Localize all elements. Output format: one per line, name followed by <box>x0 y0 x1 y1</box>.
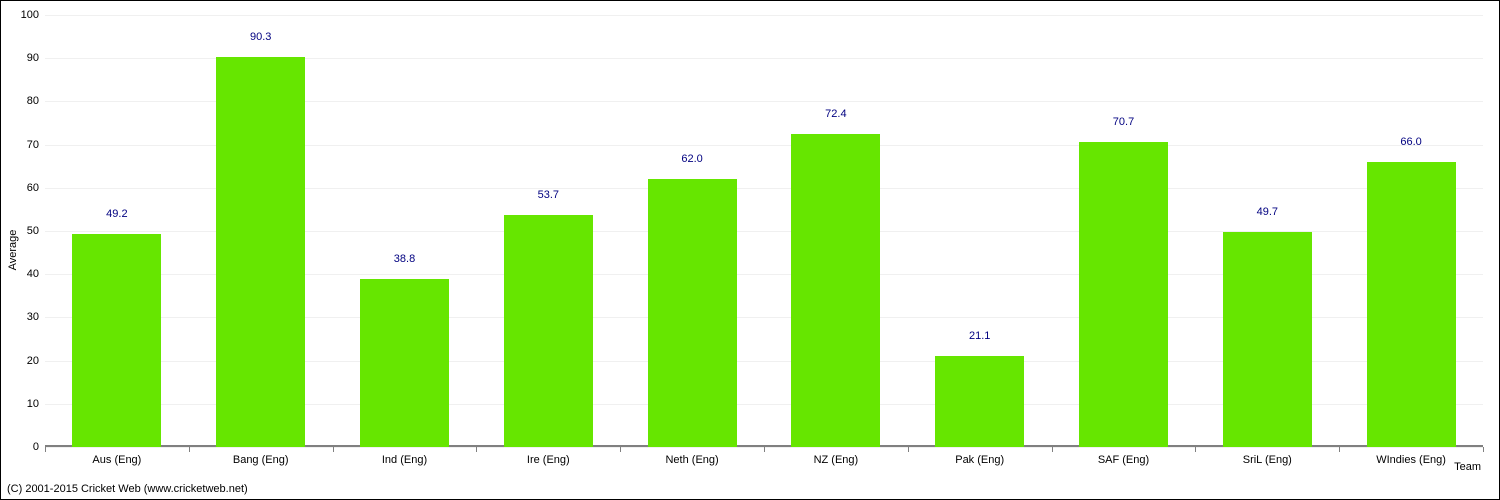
bar-value-label: 38.8 <box>394 253 415 265</box>
plot-area: 010203040506070809010049.2Aus (Eng)90.3B… <box>45 15 1483 447</box>
y-tick-label: 30 <box>27 311 39 323</box>
y-tick-label: 50 <box>27 225 39 237</box>
chart-frame: 0 10 20 30 40 50 60 70 80 90 100 49.2 Aus (Eng) 90.3 B… <box>0 0 1500 500</box>
y-axis-title: Average <box>7 230 19 271</box>
bar-value-label: 90.3 <box>250 31 271 43</box>
x-tick <box>1195 447 1196 452</box>
x-tick-label: Pak (Eng) <box>955 454 1004 466</box>
x-tick-label: NZ (Eng) <box>814 454 859 466</box>
x-tick-label: Neth (Eng) <box>665 454 718 466</box>
bar <box>360 279 449 447</box>
bar <box>1223 232 1312 447</box>
gridline <box>45 15 1483 16</box>
x-tick <box>189 447 190 452</box>
y-tick-label: 100 <box>21 9 39 21</box>
y-tick-label: 20 <box>27 355 39 367</box>
bar <box>648 179 737 447</box>
x-tick <box>45 447 46 452</box>
x-tick-label: WIndies (Eng) <box>1376 454 1446 466</box>
x-tick-label: SriL (Eng) <box>1243 454 1292 466</box>
x-tick <box>764 447 765 452</box>
copyright-text: (C) 2001-2015 Cricket Web (www.cricketwe… <box>7 483 248 495</box>
x-axis-title: Team <box>1454 461 1481 473</box>
bar <box>791 134 880 447</box>
bar-value-label: 49.2 <box>106 208 127 220</box>
y-tick-label: 40 <box>27 268 39 280</box>
bar <box>935 356 1024 447</box>
bar-value-label: 62.0 <box>681 153 702 165</box>
y-tick-label: 90 <box>27 52 39 64</box>
y-tick-label: 80 <box>27 95 39 107</box>
bar <box>216 57 305 447</box>
x-tick-label: Bang (Eng) <box>233 454 289 466</box>
bar <box>504 215 593 447</box>
x-tick <box>1483 447 1484 452</box>
x-tick-label: Ind (Eng) <box>382 454 427 466</box>
bar-value-label: 70.7 <box>1113 116 1134 128</box>
x-tick-label: SAF (Eng) <box>1098 454 1149 466</box>
bar-value-label: 53.7 <box>538 189 559 201</box>
x-tick-label: Aus (Eng) <box>92 454 141 466</box>
x-tick <box>333 447 334 452</box>
x-tick-label: Ire (Eng) <box>527 454 570 466</box>
x-tick <box>1052 447 1053 452</box>
bar-value-label: 49.7 <box>1257 206 1278 218</box>
x-tick <box>1339 447 1340 452</box>
y-tick-label: 10 <box>27 398 39 410</box>
bar <box>1367 162 1456 447</box>
bar <box>1079 142 1168 447</box>
y-tick-label: 60 <box>27 182 39 194</box>
bar <box>72 234 161 447</box>
bar-value-label: 21.1 <box>969 330 990 342</box>
y-tick-label: 70 <box>27 139 39 151</box>
x-tick <box>620 447 621 452</box>
bar-value-label: 72.4 <box>825 108 846 120</box>
x-tick <box>476 447 477 452</box>
bar-value-label: 66.0 <box>1400 136 1421 148</box>
x-tick <box>908 447 909 452</box>
y-tick-label: 0 <box>33 441 39 453</box>
